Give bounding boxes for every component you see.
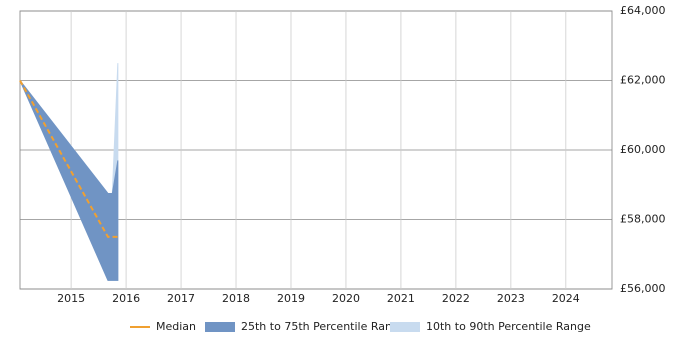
x-tick-label: 2015 <box>57 292 85 305</box>
y-tick-label: £60,000 <box>620 143 666 156</box>
x-tick-label: 2024 <box>552 292 580 305</box>
x-tick-label: 2023 <box>497 292 525 305</box>
x-tick-label: 2018 <box>222 292 250 305</box>
percentile-band <box>19 80 119 281</box>
x-tick-label: 2020 <box>332 292 360 305</box>
legend-label: 25th to 75th Percentile Range <box>241 320 406 333</box>
x-tick-label: 2019 <box>277 292 305 305</box>
legend-swatch <box>390 322 420 332</box>
x-tick-label: 2022 <box>442 292 470 305</box>
y-tick-label: £62,000 <box>620 74 666 87</box>
x-tick-label: 2016 <box>112 292 140 305</box>
legend-label: 10th to 90th Percentile Range <box>426 320 591 333</box>
median-line <box>19 80 118 238</box>
x-tick-label: 2017 <box>167 292 195 305</box>
legend-swatch <box>205 322 235 332</box>
y-tick-label: £56,000 <box>620 282 666 295</box>
legend-label: Median <box>156 320 196 333</box>
y-tick-label: £58,000 <box>620 213 666 226</box>
x-tick-label: 2021 <box>387 292 415 305</box>
y-tick-label: £64,000 <box>620 4 666 17</box>
